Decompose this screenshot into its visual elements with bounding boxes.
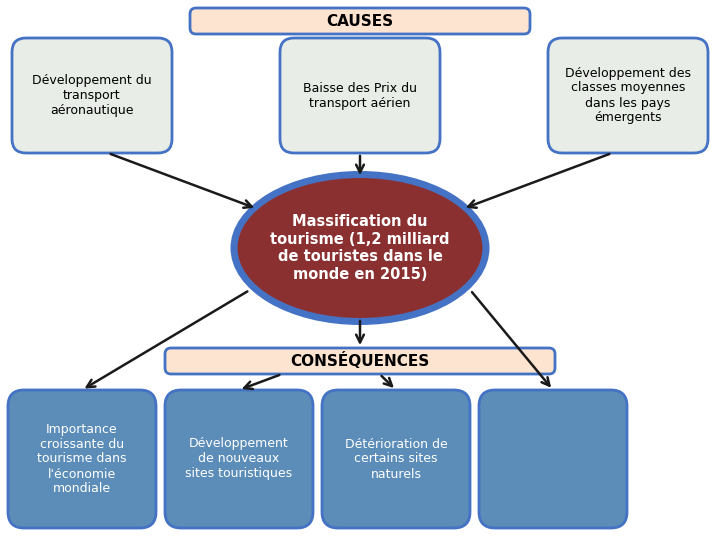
Ellipse shape [230, 171, 490, 325]
Text: Développement
de nouveaux
sites touristiques: Développement de nouveaux sites touristi… [186, 437, 292, 481]
FancyBboxPatch shape [165, 348, 555, 374]
FancyBboxPatch shape [322, 390, 470, 528]
FancyBboxPatch shape [190, 8, 530, 34]
Text: Développement des
classes moyennes
dans les pays
émergents: Développement des classes moyennes dans … [565, 66, 691, 125]
Text: Développement du
transport
aéronautique: Développement du transport aéronautique [32, 74, 152, 117]
Text: CONSÉQUENCES: CONSÉQUENCES [290, 353, 430, 369]
Ellipse shape [238, 178, 482, 318]
FancyBboxPatch shape [548, 38, 708, 153]
Text: CAUSES: CAUSES [326, 14, 394, 29]
Text: Baisse des Prix du
transport aérien: Baisse des Prix du transport aérien [303, 82, 417, 110]
FancyBboxPatch shape [280, 38, 440, 153]
Text: Détérioration de
certains sites
naturels: Détérioration de certains sites naturels [345, 437, 447, 481]
Text: Massification du
tourisme (1,2 milliard
de touristes dans le
monde en 2015): Massification du tourisme (1,2 milliard … [270, 214, 450, 281]
FancyBboxPatch shape [8, 390, 156, 528]
FancyBboxPatch shape [165, 390, 313, 528]
FancyBboxPatch shape [12, 38, 172, 153]
FancyBboxPatch shape [479, 390, 627, 528]
Text: Importance
croissante du
tourisme dans
l'économie
mondiale: Importance croissante du tourisme dans l… [37, 422, 127, 496]
